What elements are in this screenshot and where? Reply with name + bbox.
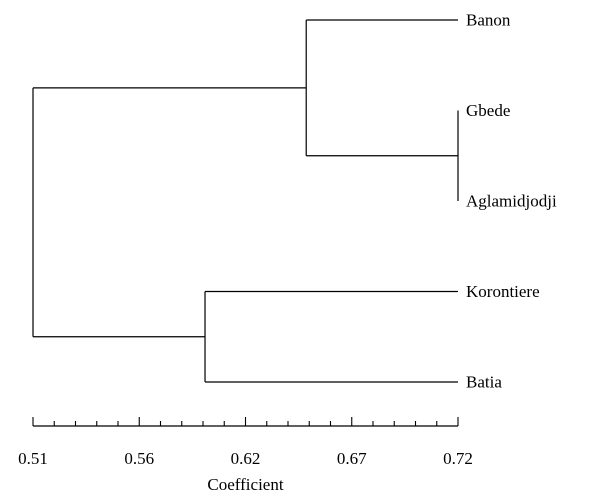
x-axis-title: Coefficient (207, 475, 283, 494)
leaf-labels: Banon Gbede Aglamidjodji Korontiere Batia (466, 11, 557, 392)
leaf-label-aglamidjodji: Aglamidjodji (466, 192, 557, 211)
leaf-label-korontiere: Korontiere (466, 282, 540, 301)
x-tick-label-1: 0.56 (124, 449, 154, 468)
leaf-label-gbede: Gbede (466, 101, 510, 120)
x-axis-tick-labels: 0.51 0.56 0.62 0.67 0.72 (18, 449, 473, 468)
x-tick-label-0: 0.51 (18, 449, 48, 468)
x-axis-ticks (32, 417, 459, 426)
x-axis: 0.51 0.56 0.62 0.67 0.72 (18, 417, 473, 468)
x-tick-label-3: 0.67 (337, 449, 367, 468)
x-tick-label-2: 0.62 (231, 449, 261, 468)
leaf-label-banon: Banon (466, 11, 511, 30)
leaf-label-batia: Batia (466, 373, 502, 392)
dendrogram-branches (32, 19, 459, 383)
x-tick-label-4: 0.72 (443, 449, 473, 468)
